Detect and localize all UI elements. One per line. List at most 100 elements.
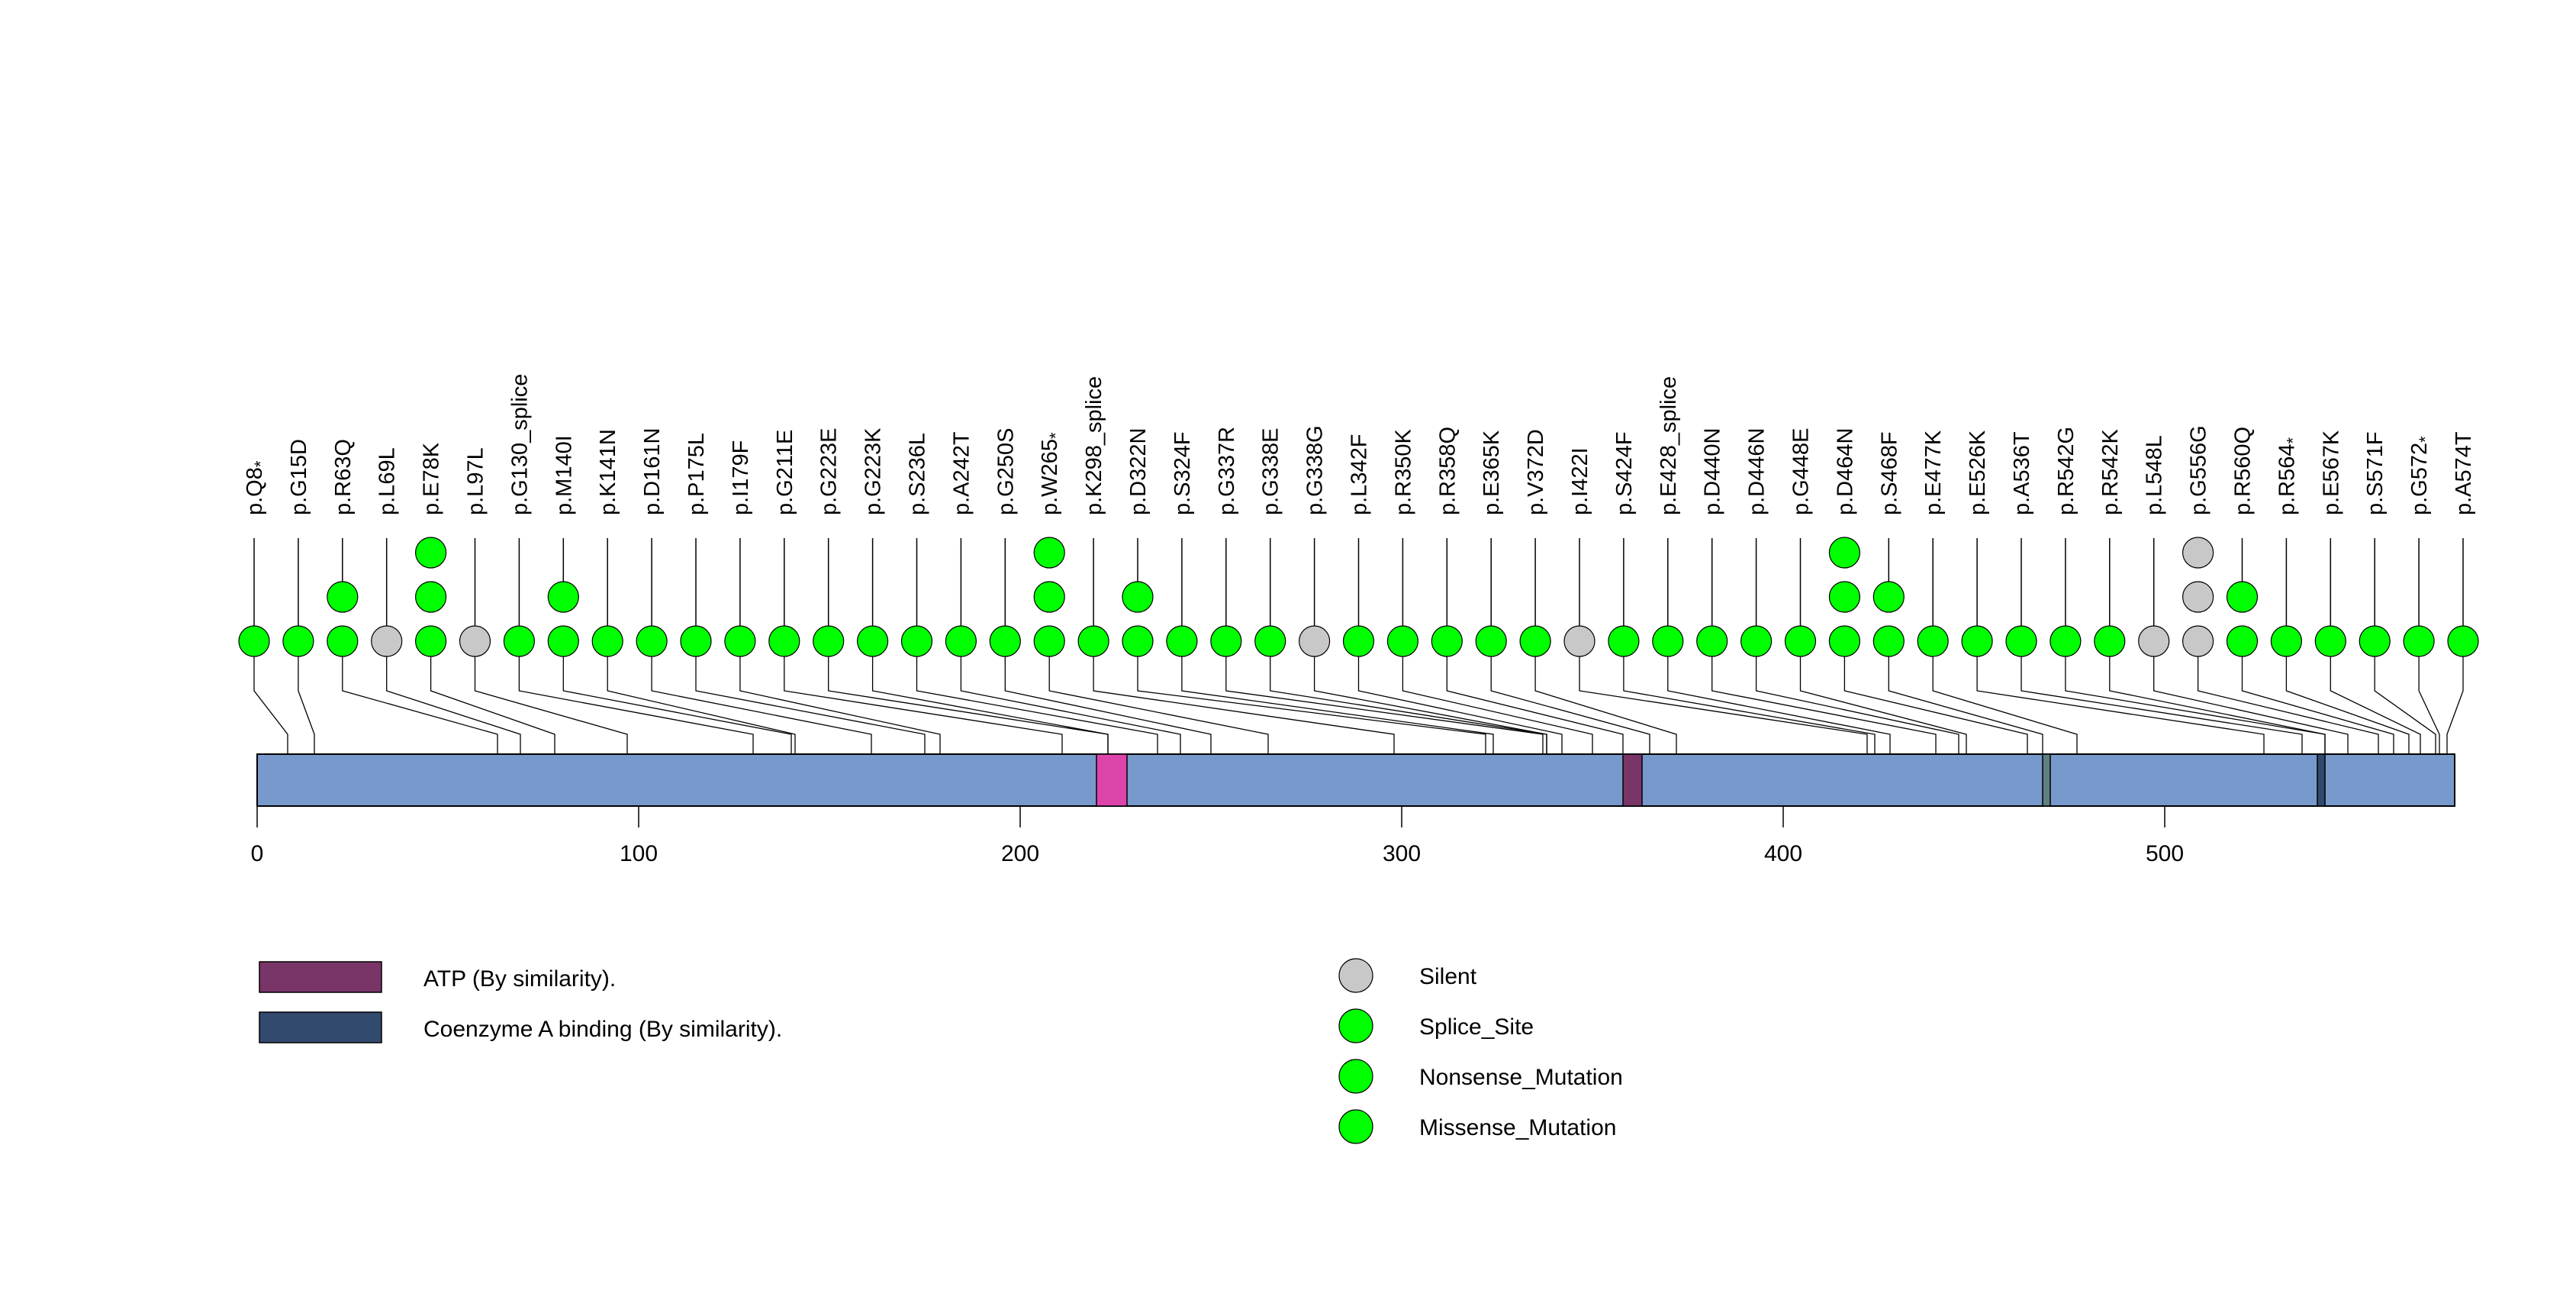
mutation-marker-missense-mutation — [1122, 625, 1154, 657]
mutation-marker-nonsense-mutation — [2270, 625, 2302, 657]
mutation-marker-missense-mutation — [945, 625, 977, 657]
mutation-label: p.G448E — [1789, 428, 1814, 515]
mutation-marker-missense-mutation — [414, 537, 447, 569]
mutation-marker-missense-mutation — [1828, 625, 1860, 657]
mutation-labels: p.Q8* p.G15D p.R63Q p.L69L p.E78K p.L97L p.G13… — [243, 374, 2476, 515]
mutation-legend-marker — [1338, 958, 1373, 993]
mutation-label: p.G250S — [993, 428, 1018, 515]
mutation-label: p.E78K — [420, 442, 444, 515]
mutation-label: p.D464N — [1833, 428, 1857, 515]
domain-legend-label: Coenzyme A binding (By similarity). — [423, 1017, 782, 1042]
mutation-label: p.S236L — [906, 433, 930, 515]
mutation-label: p.E567K — [2319, 430, 2343, 515]
mutation-label: p.D161N — [640, 428, 665, 515]
mutation-label: p.P175L — [684, 433, 709, 515]
mutation-marker-missense-mutation — [1431, 625, 1463, 657]
mutation-marker-silent — [2182, 537, 2214, 569]
mutation-label: p.A242T — [949, 431, 974, 515]
mutation-marker-missense-mutation — [2359, 625, 2391, 657]
mutation-marker-missense-mutation — [1122, 581, 1154, 613]
mutation-marker-missense-mutation — [2226, 581, 2259, 613]
mutation-label: p.G572* — [2407, 436, 2435, 515]
domain-legend-swatch — [259, 1011, 382, 1043]
mutation-marker-missense-mutation — [547, 581, 579, 613]
mutation-marker-missense-mutation — [2447, 625, 2479, 657]
mutation-marker-missense-mutation — [1961, 625, 1993, 657]
mutation-marker-missense-mutation — [1342, 625, 1375, 657]
mutation-marker-missense-mutation — [1475, 625, 1507, 657]
mutation-label: p.A574T — [2452, 431, 2476, 515]
mutation-marker-splice-site — [503, 625, 536, 657]
mutation-legend: Silent Splice_Site Nonsense_Mutation Missen… — [1338, 958, 1623, 1144]
domain-legend: ATP (By similarity). Coenzyme A binding (… — [259, 961, 782, 1043]
x-tick-label: 100 — [620, 841, 658, 866]
mutation-marker-missense-mutation — [2005, 625, 2037, 657]
mutation-marker-silent — [2138, 625, 2170, 657]
mutation-label: p.E428_splice — [1657, 376, 1681, 515]
mutation-marker-missense-mutation — [989, 625, 1021, 657]
mutation-label: p.R350K — [1391, 428, 1415, 515]
nonsense-star: * — [1046, 432, 1065, 439]
mutation-marker-missense-mutation — [547, 625, 579, 657]
mutation-marker-missense-mutation — [900, 625, 933, 657]
mutation-label: p.L69L — [375, 447, 400, 515]
x-axis: 0 100 200 300 400 500 — [251, 806, 2184, 866]
mutation-marker-nonsense-mutation — [238, 625, 270, 657]
domain-region-0 — [1096, 753, 1128, 807]
mutation-marker-missense-mutation — [327, 581, 359, 613]
mutation-label: p.K298_splice — [1082, 376, 1106, 515]
mutation-marker-nonsense-mutation — [1033, 625, 1065, 657]
mutation-marker-missense-mutation — [2226, 625, 2259, 657]
mutation-label: p.D322N — [1126, 428, 1151, 515]
mutation-label: p.V372D — [1524, 429, 1548, 515]
mutation-label: p.G338E — [1259, 428, 1283, 515]
mutation-marker-missense-mutation — [2314, 625, 2346, 657]
mutation-marker-nonsense-mutation — [1033, 537, 1065, 569]
mutation-marker-missense-mutation — [2094, 625, 2126, 657]
mutation-marker-missense-mutation — [1210, 625, 1242, 657]
mutation-label: p.G337R — [1215, 427, 1239, 515]
mutation-label: p.G556G — [2187, 425, 2211, 515]
mutation-marker-missense-mutation — [1696, 625, 1728, 657]
nonsense-star: * — [251, 460, 270, 467]
mutation-label: p.R63Q — [331, 439, 356, 515]
mutation-marker-missense-mutation — [1784, 625, 1817, 657]
domain-region-1 — [1622, 753, 1643, 807]
domain-legend-swatch — [259, 961, 382, 993]
x-tick-label: 0 — [251, 841, 264, 866]
mutation-marker-missense-mutation — [813, 625, 845, 657]
protein-track — [256, 753, 2455, 807]
mutation-marker-nonsense-mutation — [1033, 581, 1065, 613]
nonsense-star: * — [2416, 436, 2435, 443]
mutation-marker-missense-mutation — [591, 625, 623, 657]
mutation-marker-silent — [371, 625, 403, 657]
mutation-marker-silent — [2182, 581, 2214, 613]
mutation-marker-missense-mutation — [1254, 625, 1286, 657]
mutation-label: p.S324F — [1170, 431, 1195, 515]
mutation-marker-nonsense-mutation — [2403, 625, 2435, 657]
mutation-marker-silent — [2182, 625, 2214, 657]
mutation-label: p.S468F — [1877, 431, 1901, 515]
mutation-label: p.G338G — [1303, 425, 1328, 515]
x-tick-label: 200 — [1001, 841, 1039, 866]
mutation-label: p.R542K — [2098, 428, 2123, 515]
mutation-label: p.G15D — [287, 439, 311, 515]
mutation-marker-silent — [459, 625, 491, 657]
mutation-marker-missense-mutation — [1828, 581, 1860, 613]
mutation-marker-missense-mutation — [1519, 625, 1551, 657]
mutation-label: p.E477K — [1921, 430, 1946, 515]
mutation-legend-label: Nonsense_Mutation — [1419, 1065, 1623, 1090]
mutation-label: p.R542G — [2054, 427, 2079, 515]
mutation-marker-silent — [1563, 625, 1596, 657]
mutation-label: p.I422I — [1568, 447, 1592, 515]
domain-legend-label: ATP (By similarity). — [423, 966, 616, 992]
mutation-label: p.R564* — [2275, 437, 2302, 515]
mutation-label: p.L97L — [464, 447, 488, 515]
mutation-lollipops — [238, 537, 2479, 657]
x-tick-label: 500 — [2146, 841, 2184, 866]
domain-region-3 — [2317, 753, 2326, 807]
mutation-label: p.A536T — [2010, 431, 2034, 515]
mutation-label: p.Q8* — [243, 460, 270, 515]
mutation-marker-missense-mutation — [1740, 625, 1773, 657]
